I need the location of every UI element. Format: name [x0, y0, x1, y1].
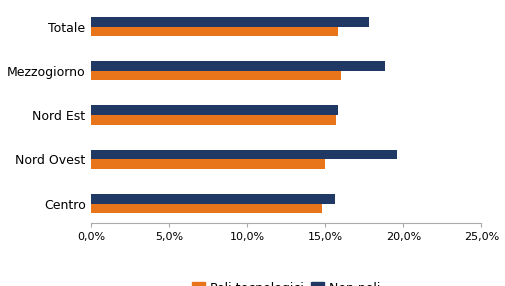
Bar: [91, 115, 335, 125]
Bar: [91, 204, 322, 213]
Bar: [91, 61, 384, 71]
Bar: [91, 159, 325, 169]
Legend: Poli tecnologici, Non poli: Poli tecnologici, Non poli: [187, 277, 384, 286]
Bar: [91, 150, 396, 159]
Bar: [91, 71, 340, 80]
Bar: [91, 27, 337, 36]
Bar: [91, 194, 334, 204]
Bar: [91, 105, 337, 115]
Bar: [91, 17, 368, 27]
